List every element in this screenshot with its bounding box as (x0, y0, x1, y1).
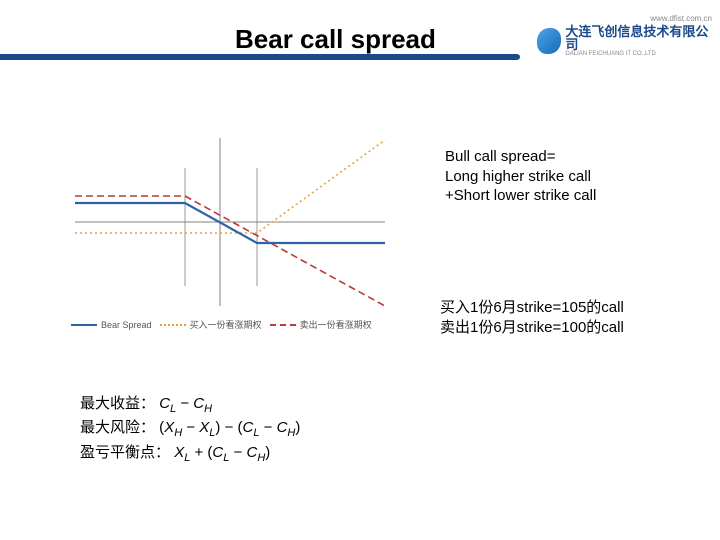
def-line-2: Long higher strike call (445, 167, 596, 187)
legend-swatch (160, 324, 186, 326)
logo-en-text: DALIAN FEICHUANG IT CO.,LTD (565, 51, 712, 57)
legend-item: Bear Spread (71, 320, 152, 330)
logo-url: www.dfist.com.cn (537, 14, 712, 23)
formula-max-profit: 最大收益： CL − CH (80, 393, 300, 417)
chart-svg (65, 130, 395, 335)
payoff-chart: Bear Spread 买入一份看涨期权 卖出一份看涨期权 (65, 130, 395, 335)
logo-swirl-icon (537, 28, 561, 54)
legend-label: Bear Spread (101, 320, 152, 330)
def-line-3: +Short lower strike call (445, 186, 596, 206)
page-title: Bear call spread (235, 24, 436, 55)
legend-label: 卖出一份看涨期权 (300, 318, 372, 331)
legend-item: 买入一份看涨期权 (160, 318, 262, 331)
legend-swatch (71, 324, 97, 326)
logo: www.dfist.com.cn 大连飞创信息技术有限公司 DALIAN FEI… (537, 14, 712, 56)
logo-cn-text: 大连飞创信息技术有限公司 (565, 25, 712, 51)
formula-max-risk: 最大风险： (XH − XL) − (CL − CH) (80, 417, 300, 441)
definition-text: Bull call spread= Long higher strike cal… (445, 147, 596, 206)
legend-swatch (270, 324, 296, 326)
formula-breakeven: 盈亏平衡点： XL + (CL − CH) (80, 442, 300, 466)
f1-label: 最大收益： (80, 395, 155, 412)
chart-legend: Bear Spread 买入一份看涨期权 卖出一份看涨期权 (65, 314, 395, 335)
legend-item: 卖出一份看涨期权 (270, 318, 372, 331)
logo-main: 大连飞创信息技术有限公司 DALIAN FEICHUANG IT CO.,LTD (537, 25, 712, 57)
ex-line-1: 买入1份6月strike=105的call (440, 298, 624, 318)
def-line-1: Bull call spread= (445, 147, 596, 167)
formulas: 最大收益： CL − CH 最大风险： (XH − XL) − (CL − CH… (80, 393, 300, 466)
f2-label: 最大风险： (80, 419, 155, 436)
example-text: 买入1份6月strike=105的call 卖出1份6月strike=100的c… (440, 298, 624, 337)
legend-label: 买入一份看涨期权 (190, 318, 262, 331)
f3-label: 盈亏平衡点： (80, 444, 170, 461)
ex-line-2: 卖出1份6月strike=100的call (440, 318, 624, 338)
